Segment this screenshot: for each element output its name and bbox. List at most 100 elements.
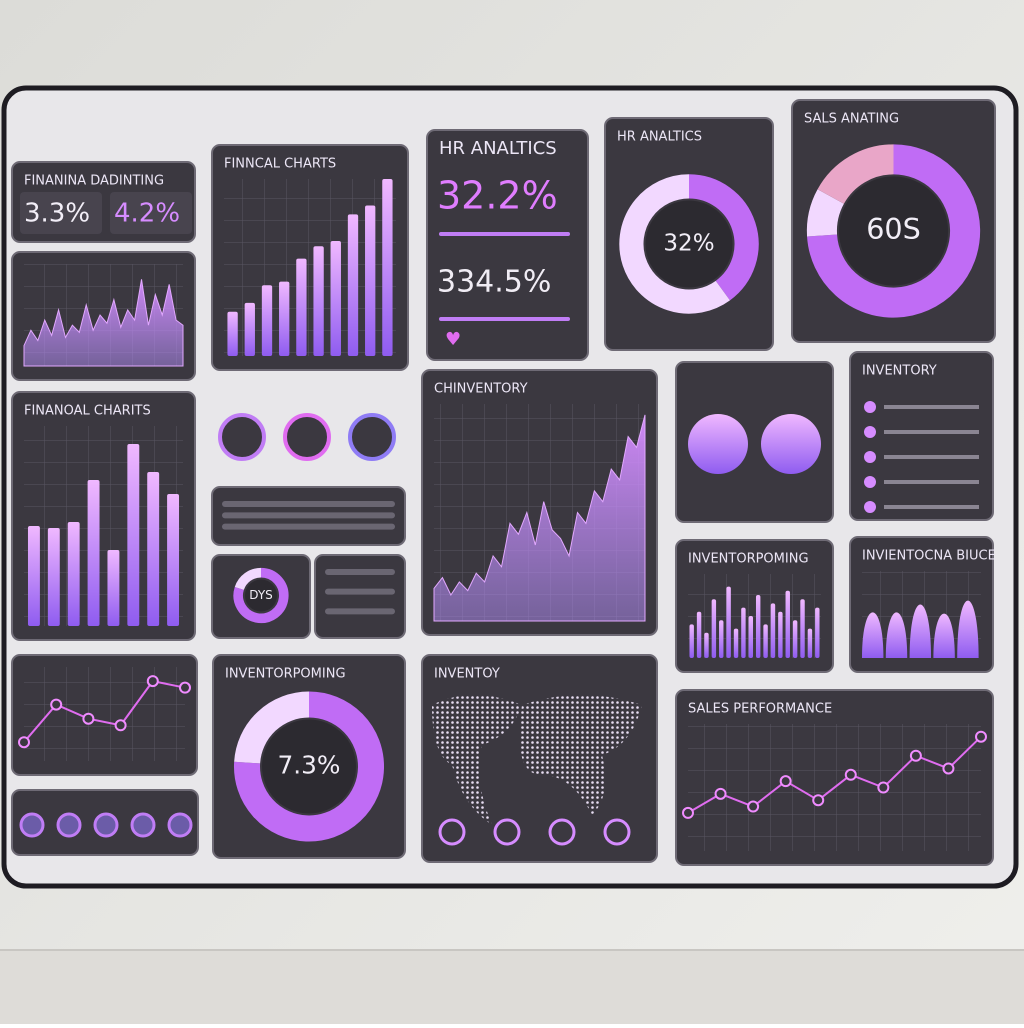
- donut-segment: [688, 174, 759, 301]
- point: [812, 794, 825, 807]
- bar: [785, 590, 790, 658]
- point: [779, 775, 792, 788]
- list-dot: [864, 451, 876, 463]
- panel: FINANOAL CHARITS: [11, 391, 196, 641]
- pie: [761, 414, 821, 474]
- point: [747, 800, 760, 813]
- list-dot: [864, 476, 876, 488]
- round-button: [348, 413, 396, 461]
- point: [909, 749, 922, 762]
- list-line: [884, 405, 979, 409]
- panel: [218, 413, 396, 461]
- bar: [261, 285, 273, 356]
- donut-segment: [619, 174, 730, 314]
- point: [146, 675, 159, 688]
- floor: [0, 950, 1024, 1024]
- round-button: [218, 413, 266, 461]
- panel-title: INVENTORY: [862, 364, 937, 379]
- panel-title: FINNCAL CHARTS: [224, 157, 336, 172]
- bar: [167, 494, 180, 626]
- donut-segment: [806, 189, 845, 237]
- kpi-tile: [110, 192, 192, 234]
- donut-label: 60S: [866, 212, 921, 246]
- icon: [438, 818, 466, 846]
- icon: [130, 812, 156, 838]
- bar: [47, 528, 60, 626]
- bar: [67, 522, 80, 626]
- panel-card: [675, 361, 834, 523]
- panel: HR ANALTICS 32.2% 334.5% ♥: [426, 129, 589, 361]
- heart-icon: ♥: [445, 329, 461, 350]
- round-button: [283, 413, 331, 461]
- bar: [755, 595, 761, 658]
- bar: [227, 311, 238, 356]
- bar: [330, 240, 341, 356]
- pie: [688, 414, 748, 474]
- point: [877, 781, 890, 794]
- bar: [365, 205, 376, 356]
- row-bar: [222, 512, 395, 519]
- panel-title: INVENTORPOMING: [225, 667, 346, 682]
- donut-hole: [645, 200, 733, 288]
- kpi-bar: [439, 232, 570, 236]
- panel-title: SALS ANATING: [804, 112, 899, 127]
- bar: [733, 628, 739, 658]
- panel-title: INVENTOY: [434, 667, 500, 682]
- row-bar: [325, 608, 395, 615]
- list-dot: [864, 426, 876, 438]
- donut-segment: [234, 567, 262, 591]
- list-dot: [864, 401, 876, 413]
- panel-title: SALES PERFORMANCE: [688, 702, 832, 717]
- point: [844, 768, 857, 781]
- panel-card: [426, 129, 589, 361]
- bar: [748, 616, 754, 658]
- icon: [603, 818, 631, 846]
- point: [714, 787, 727, 800]
- bar: [778, 611, 783, 658]
- bar: [87, 480, 100, 626]
- panel: INVENTOY: [421, 654, 658, 863]
- bar: [244, 302, 255, 356]
- donut-label: 7.3%: [278, 751, 341, 780]
- panel: INVIENTOCNA BIUCE: [849, 536, 996, 673]
- bar: [763, 624, 768, 658]
- bar: [107, 550, 120, 626]
- bar: [792, 620, 798, 658]
- bar: [27, 526, 40, 626]
- panels: FINANINA DADINTING 3.3% 4.2% FINNCAL CHARTS…: [11, 99, 996, 866]
- panel-card: [849, 351, 994, 521]
- point: [82, 712, 95, 725]
- list-line: [884, 480, 979, 484]
- list-dot: [864, 501, 876, 513]
- point: [114, 719, 127, 732]
- kpi-value: 3.3%: [24, 199, 90, 229]
- donut-hole: [838, 176, 949, 286]
- point: [975, 730, 987, 743]
- point: [50, 698, 63, 711]
- panel: DYS: [211, 554, 311, 639]
- list-line: [884, 430, 979, 434]
- panel-title: HR ANALTICS: [617, 130, 702, 145]
- bar: [741, 607, 746, 658]
- kpi-value: 32.2%: [437, 174, 558, 218]
- bar: [711, 599, 717, 658]
- kpi-bar: [439, 317, 570, 321]
- panel: [211, 486, 406, 546]
- donut-segment: [234, 691, 385, 842]
- bar: [704, 632, 709, 658]
- panel: [11, 654, 198, 776]
- panel-title: CHINVENTORY: [434, 382, 528, 397]
- bar: [689, 624, 694, 658]
- panel-title: FINANINA DADINTING: [24, 174, 164, 189]
- panel: INVENTORPOMING 7.3%: [212, 654, 406, 859]
- row-bar: [325, 569, 395, 575]
- panel: FINANINA DADINTING 3.3% 4.2%: [11, 161, 196, 243]
- row-bar: [222, 523, 395, 530]
- icon: [167, 812, 193, 838]
- donut-segment: [233, 567, 289, 624]
- area: [433, 414, 646, 622]
- bar: [279, 281, 290, 356]
- panel-title: FINANOAL CHARITS: [24, 404, 151, 419]
- panel: FINNCAL CHARTS: [211, 144, 409, 371]
- peak: [933, 613, 955, 658]
